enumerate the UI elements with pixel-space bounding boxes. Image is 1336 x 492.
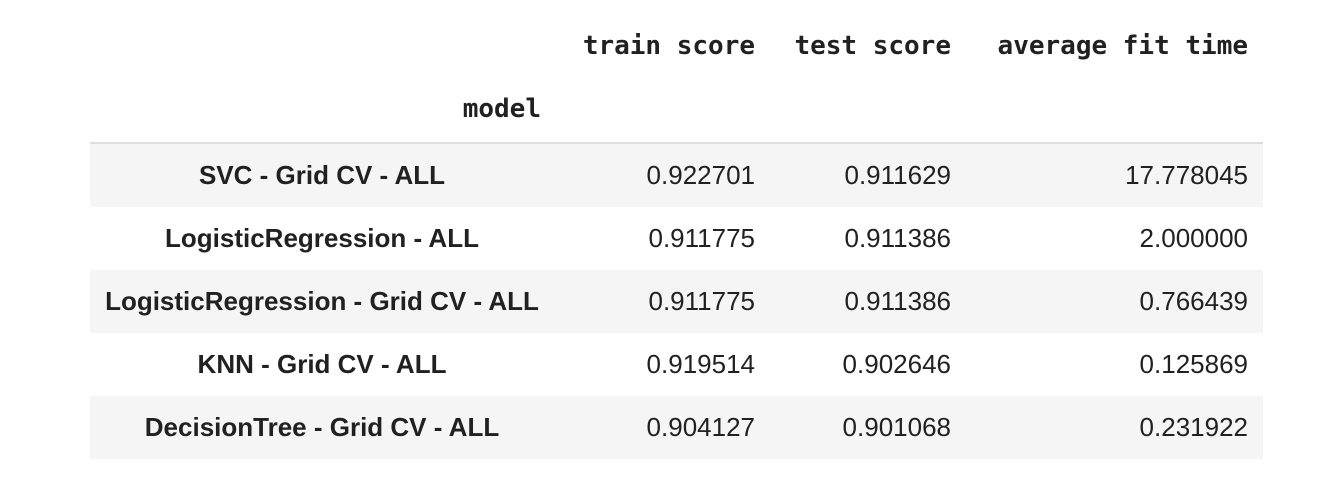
cell-average-fit-time: 17.778045 bbox=[1125, 160, 1248, 190]
row-label: SVC - Grid CV - ALL bbox=[198, 160, 446, 190]
cell-test-score: 0.902646 bbox=[842, 349, 951, 379]
row-label: LogisticRegression - ALL bbox=[165, 223, 479, 253]
cell-train-score: 0.911775 bbox=[648, 286, 755, 316]
column-header-row: train score test score average fit time bbox=[90, 0, 1263, 79]
cell-average-fit-time: 2.000000 bbox=[1139, 223, 1248, 253]
cell-test-score: 0.911386 bbox=[844, 223, 951, 253]
row-label: DecisionTree - Grid CV - ALL bbox=[144, 412, 500, 442]
table-row: DecisionTree - Grid CV - ALL 0.904127 0.… bbox=[90, 396, 1263, 459]
cell-train-score: 0.904127 bbox=[646, 412, 755, 442]
table-row: LogisticRegression - Grid CV - ALL 0.911… bbox=[90, 270, 1263, 333]
cell-average-fit-time: 0.125869 bbox=[1139, 349, 1248, 379]
cell-test-score: 0.901068 bbox=[842, 412, 951, 442]
table-row: SVC - Grid CV - ALL 0.922701 0.911629 17… bbox=[90, 144, 1263, 207]
header-divider bbox=[90, 142, 1263, 144]
row-label: LogisticRegression - Grid CV - ALL bbox=[105, 286, 539, 316]
column-header-test-score: test score bbox=[794, 31, 951, 61]
results-table: train score test score average fit time … bbox=[90, 0, 1263, 459]
column-header-average-fit-time: average fit time bbox=[997, 31, 1248, 61]
cell-test-score: 0.911386 bbox=[844, 286, 951, 316]
cell-train-score: 0.919514 bbox=[646, 349, 755, 379]
row-label: KNN - Grid CV - ALL bbox=[197, 349, 447, 379]
index-header-row: model bbox=[90, 79, 1263, 142]
table-row: LogisticRegression - ALL 0.911775 0.9113… bbox=[90, 207, 1263, 270]
cell-average-fit-time: 0.766439 bbox=[1139, 286, 1248, 316]
cell-average-fit-time: 0.231922 bbox=[1139, 412, 1248, 442]
column-header-train-score: train score bbox=[582, 31, 755, 61]
cell-train-score: 0.922701 bbox=[646, 160, 755, 190]
cell-test-score: 0.911629 bbox=[844, 160, 951, 190]
cell-train-score: 0.911775 bbox=[648, 223, 755, 253]
index-header-model: model bbox=[462, 94, 541, 124]
table-row: KNN - Grid CV - ALL 0.919514 0.902646 0.… bbox=[90, 333, 1263, 396]
